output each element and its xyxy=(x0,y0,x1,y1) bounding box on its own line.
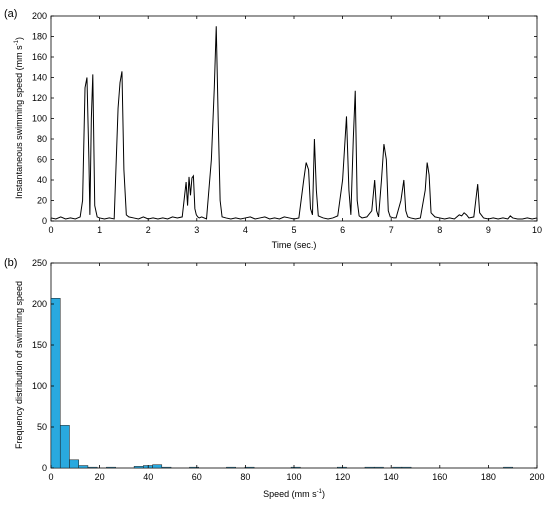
panel-a-y-axis-label-exponent: -1 xyxy=(14,39,20,45)
panel-a-y-tick-label: 80 xyxy=(37,134,47,144)
panel-b-x-tick-label: 0 xyxy=(48,472,53,482)
histogram-bar xyxy=(161,466,172,469)
histogram-bar xyxy=(392,466,403,469)
panel-a-y-tick-label: 100 xyxy=(32,114,47,124)
panel-a-plot-frame xyxy=(50,15,538,222)
histogram-bar xyxy=(87,466,98,469)
panel-a-x-tick-label: 5 xyxy=(291,225,296,235)
panel-a-y-tick-label: 20 xyxy=(37,196,47,206)
panel-a-x-tick-label: 3 xyxy=(194,225,199,235)
panel-a-x-tick-label: 4 xyxy=(243,225,248,235)
histogram-bar xyxy=(189,466,199,469)
histogram-bar xyxy=(78,465,89,469)
panel-b-x-tick-label: 180 xyxy=(481,472,496,482)
panel-a-x-tick-label: 1 xyxy=(97,225,102,235)
panel-a-y-axis-label: Instantaneous swimming speed (mm s-1) xyxy=(14,37,24,199)
panel-b-plot-frame xyxy=(50,262,538,469)
histogram-bar xyxy=(106,466,116,469)
panel-a-x-tick-label: 8 xyxy=(437,225,442,235)
histogram-bar xyxy=(373,466,384,469)
panel-b-label: (b) xyxy=(4,257,17,269)
panel-b-x-axis-label-close: ) xyxy=(322,489,325,499)
panel-b-y-tick-label: 50 xyxy=(37,422,47,432)
panel-a-y-tick-label: 200 xyxy=(32,11,47,21)
panel-b-x-tick-label: 20 xyxy=(95,472,105,482)
panel-b-x-tick-label: 60 xyxy=(192,472,202,482)
panel-b-x-tick-label: 40 xyxy=(143,472,153,482)
panel-a-line-chart: (a) 0 1 2 3 4 5 6 7 8 9 10020406080100120140160180… xyxy=(4,8,542,250)
histogram-bar xyxy=(69,459,79,469)
panel-a-y-axis-label-text: Instantaneous swimming speed (mm s xyxy=(14,45,24,199)
panel-a-y-tick-label: 180 xyxy=(32,32,47,42)
histogram-bar xyxy=(133,466,144,469)
panel-b-histogram: (b) 0 20 40 60 80 100 120 140 160 180 200 0 50 100 150… xyxy=(4,257,545,499)
histogram-bar xyxy=(50,298,61,469)
panel-a-speed-series-line xyxy=(50,26,538,220)
panel-b-y-tick-label: 100 xyxy=(32,381,47,391)
histogram-bar xyxy=(290,466,301,469)
histogram-bar xyxy=(503,466,513,469)
panel-b-x-axis-label-text: Speed (mm s xyxy=(263,489,317,499)
panel-a-x-tick-label: 6 xyxy=(340,225,345,235)
panel-a-label: (a) xyxy=(4,8,17,20)
panel-a-x-tick-label: 7 xyxy=(389,225,394,235)
panel-b-y-tick-label: 250 xyxy=(32,258,47,268)
panel-b-x-axis-label-exponent: -1 xyxy=(317,489,323,495)
panel-b-y-tick-label: 0 xyxy=(42,463,47,473)
histogram-bar xyxy=(226,466,236,469)
panel-b-x-tick-label: 140 xyxy=(384,472,399,482)
panel-b-x-axis-label: Speed (mm s-1) xyxy=(263,489,325,499)
panel-a-y-tick-label: 120 xyxy=(32,93,47,103)
panel-b-x-tick-label: 120 xyxy=(335,472,350,482)
panel-b-x-tick-label: 80 xyxy=(240,472,250,482)
panel-a-x-tick-label: 10 xyxy=(532,225,542,235)
histogram-bar xyxy=(337,466,347,469)
panel-b-x-tick-label: 100 xyxy=(286,472,301,482)
panel-a-x-axis-label: Time (sec.) xyxy=(272,240,317,250)
panel-b-y-axis-label: Frequency distribution of swimming speed xyxy=(14,281,24,449)
panel-a-x-tick-label: 2 xyxy=(146,225,151,235)
histogram-bar xyxy=(59,425,70,469)
histogram-bar xyxy=(244,466,255,469)
panel-b-ticks: 0 20 40 60 80 100 120 140 160 180 200 0 50 100 150 200 2… xyxy=(32,258,545,482)
panel-b-y-tick-label: 200 xyxy=(32,299,47,309)
panel-a-x-tick-label: 0 xyxy=(48,225,53,235)
panel-a-y-tick-label: 60 xyxy=(37,155,47,165)
panel-b-bars xyxy=(50,298,513,469)
panel-a-y-tick-label: 140 xyxy=(32,73,47,83)
panel-a-x-tick-label: 9 xyxy=(486,225,491,235)
panel-a-y-tick-label: 40 xyxy=(37,175,47,185)
histogram-bar xyxy=(364,466,375,469)
panel-a-y-axis-label-close: ) xyxy=(14,37,24,40)
panel-b-y-tick-label: 150 xyxy=(32,340,47,350)
panel-b-x-tick-label: 160 xyxy=(432,472,447,482)
panel-b-x-tick-label: 200 xyxy=(529,472,544,482)
panel-a-y-tick-label: 0 xyxy=(42,216,47,226)
panel-a-y-tick-label: 160 xyxy=(32,52,47,62)
histogram-bar xyxy=(401,466,412,469)
histogram-bar xyxy=(152,464,163,469)
